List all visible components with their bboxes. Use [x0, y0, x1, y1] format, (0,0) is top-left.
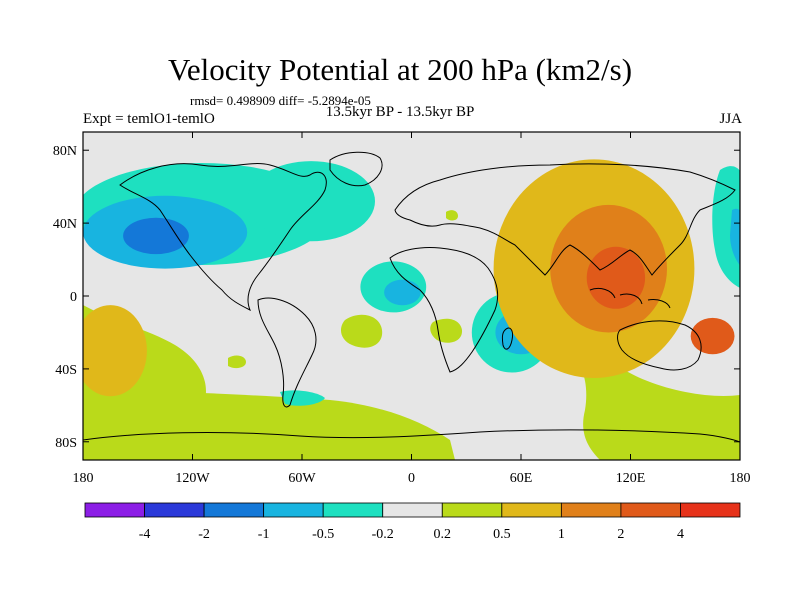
colorbar-swatch: [441, 502, 503, 518]
x-tick-label: 0: [408, 471, 415, 486]
y-tick-label: 40S: [55, 363, 77, 378]
axis-tick-layer: 180 120W 60W 0 60E 120E 180 80N 40N 0 40S 80S: [53, 132, 751, 486]
contour-north-pacific-inner-negative: [123, 217, 189, 255]
coastline-antarctica: [83, 429, 740, 443]
y-tick-label: 80S: [55, 436, 77, 451]
colorbar-label: -0.5: [312, 527, 334, 542]
contour-atlantic-small-positive: [430, 318, 463, 343]
x-tick-label: 120W: [175, 471, 210, 486]
colorbar-label: 1: [558, 527, 565, 542]
chart-title: Velocity Potential at 200 hPa (km2/s): [167, 52, 633, 87]
contour-south-atlantic-small-positive: [228, 355, 246, 369]
contour-south-america-west-positive: [340, 314, 383, 348]
coastline-south-america: [257, 297, 317, 408]
x-tick-label: 180: [730, 471, 751, 486]
colorbar-swatch: [144, 502, 205, 518]
x-tick-label: 120E: [616, 471, 646, 486]
coastline-north-america: [119, 163, 327, 312]
colorbar-label: 4: [677, 527, 684, 542]
x-tick-label: 60W: [288, 471, 316, 486]
coastline-greenland: [329, 151, 383, 187]
y-tick-label: 80N: [53, 144, 77, 159]
colorbar-swatch: [560, 502, 622, 518]
colorbar-swatch: [680, 502, 741, 518]
contour-north-atlantic-negative: [247, 161, 375, 242]
coastline-madagascar: [501, 327, 513, 350]
colorbar-swatch: [84, 502, 145, 518]
colorbar-label: -0.2: [372, 527, 394, 542]
contour-east-pacific-negative: [712, 166, 740, 288]
colorbar: -4 -2 -1 -0.5 -0.2 0.2 0.5 1 2 4: [84, 502, 741, 542]
coastline-africa: [389, 247, 499, 373]
period-label: 13.5kyr BP - 13.5kyr BP: [325, 104, 475, 120]
colorbar-label: -2: [198, 527, 210, 542]
colorbar-label: 2: [617, 527, 624, 542]
season-label: JJA: [719, 111, 742, 127]
contour-southeast-pacific-positive: [83, 305, 147, 397]
y-tick-label: 40N: [53, 217, 77, 232]
colorbar-swatch: [382, 502, 443, 518]
coastline-maritime-continent: [589, 287, 671, 309]
colorbar-swatch: [203, 502, 265, 518]
colorbar-label: -1: [258, 527, 270, 542]
contour-equatorial-atlantic-core-negative: [384, 279, 421, 306]
experiment-label: Expt = temlO1-temlO: [83, 111, 215, 127]
coastline-layer: [83, 151, 740, 443]
colorbar-swatch: [620, 502, 681, 518]
x-tick-label: 60E: [510, 471, 533, 486]
colorbar-label: 0.5: [493, 527, 511, 542]
colorbar-swatch: [322, 502, 384, 518]
contour-maritime-continent-inner-positive: [586, 246, 646, 309]
colorbar-swatch: [263, 502, 324, 518]
contour-region-layer: [83, 159, 735, 397]
x-tick-label: 180: [73, 471, 94, 486]
y-tick-label: 0: [70, 290, 77, 305]
coastline-europe-asia: [394, 163, 736, 276]
contour-north-atlantic-small-positive: [446, 210, 458, 221]
colorbar-label: -4: [139, 527, 151, 542]
contour-southwest-pacific-positive: [690, 317, 735, 355]
rmsd-diff-text: rmsd= 0.498909 diff= -5.2894e-05: [190, 93, 371, 108]
colorbar-swatch: [501, 502, 562, 518]
contour-south-america-southern-ocean-positive: [83, 390, 455, 460]
colorbar-label: 0.2: [434, 527, 452, 542]
coastline-australia: [617, 320, 702, 371]
